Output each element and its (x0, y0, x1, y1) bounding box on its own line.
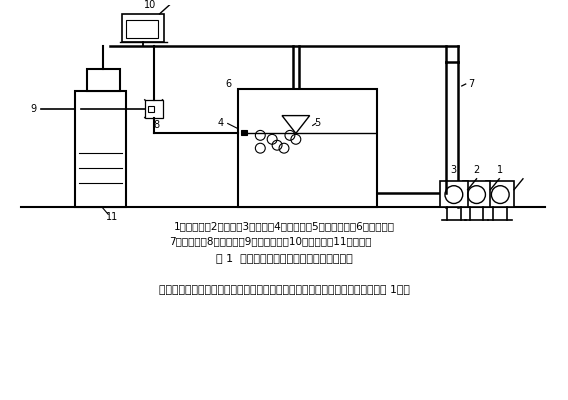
Bar (122, 14, 164, 42)
Bar (126, 20, 157, 38)
Bar (463, 181, 490, 208)
Bar (74, 91, 126, 208)
Bar (241, 130, 248, 135)
Text: 2: 2 (474, 165, 480, 175)
Text: 7: 7 (469, 79, 475, 89)
Polygon shape (282, 116, 310, 133)
Bar (237, 89, 377, 208)
Text: 1: 1 (497, 165, 503, 175)
Text: 10: 10 (144, 0, 156, 10)
Bar (86, 69, 120, 91)
Text: 3: 3 (451, 165, 457, 175)
Bar (145, 100, 162, 118)
Text: 9: 9 (30, 104, 36, 114)
Text: 4: 4 (218, 118, 224, 128)
Text: 现把喷雾式流态化液氮速冻装置与一般平板速冻机的结构与性能比较如下（见表 1）：: 现把喷雾式流态化液氮速冻装置与一般平板速冻机的结构与性能比较如下（见表 1）： (158, 284, 410, 294)
Text: 7、回风管；8、电磁阀；9、高压氮气；10、计算机；11、杜瓦瓶: 7、回风管；8、电磁阀；9、高压氮气；10、计算机；11、杜瓦瓶 (169, 236, 371, 246)
Text: 11: 11 (106, 212, 118, 222)
Bar (148, 106, 154, 112)
Bar (486, 181, 514, 208)
Text: 6: 6 (225, 79, 232, 89)
Text: 1、变频器；2、电机；3、风机；4、分布板；5、雾化喷嘴；6、实验台；: 1、变频器；2、电机；3、风机；4、分布板；5、雾化喷嘴；6、实验台； (173, 221, 395, 231)
Bar (440, 181, 467, 208)
Text: 5: 5 (315, 118, 321, 128)
Text: 8: 8 (153, 120, 160, 130)
Text: 图 1  喷雾式流态化液氮速冻食品装置示意图: 图 1 喷雾式流态化液氮速冻食品装置示意图 (216, 253, 352, 263)
